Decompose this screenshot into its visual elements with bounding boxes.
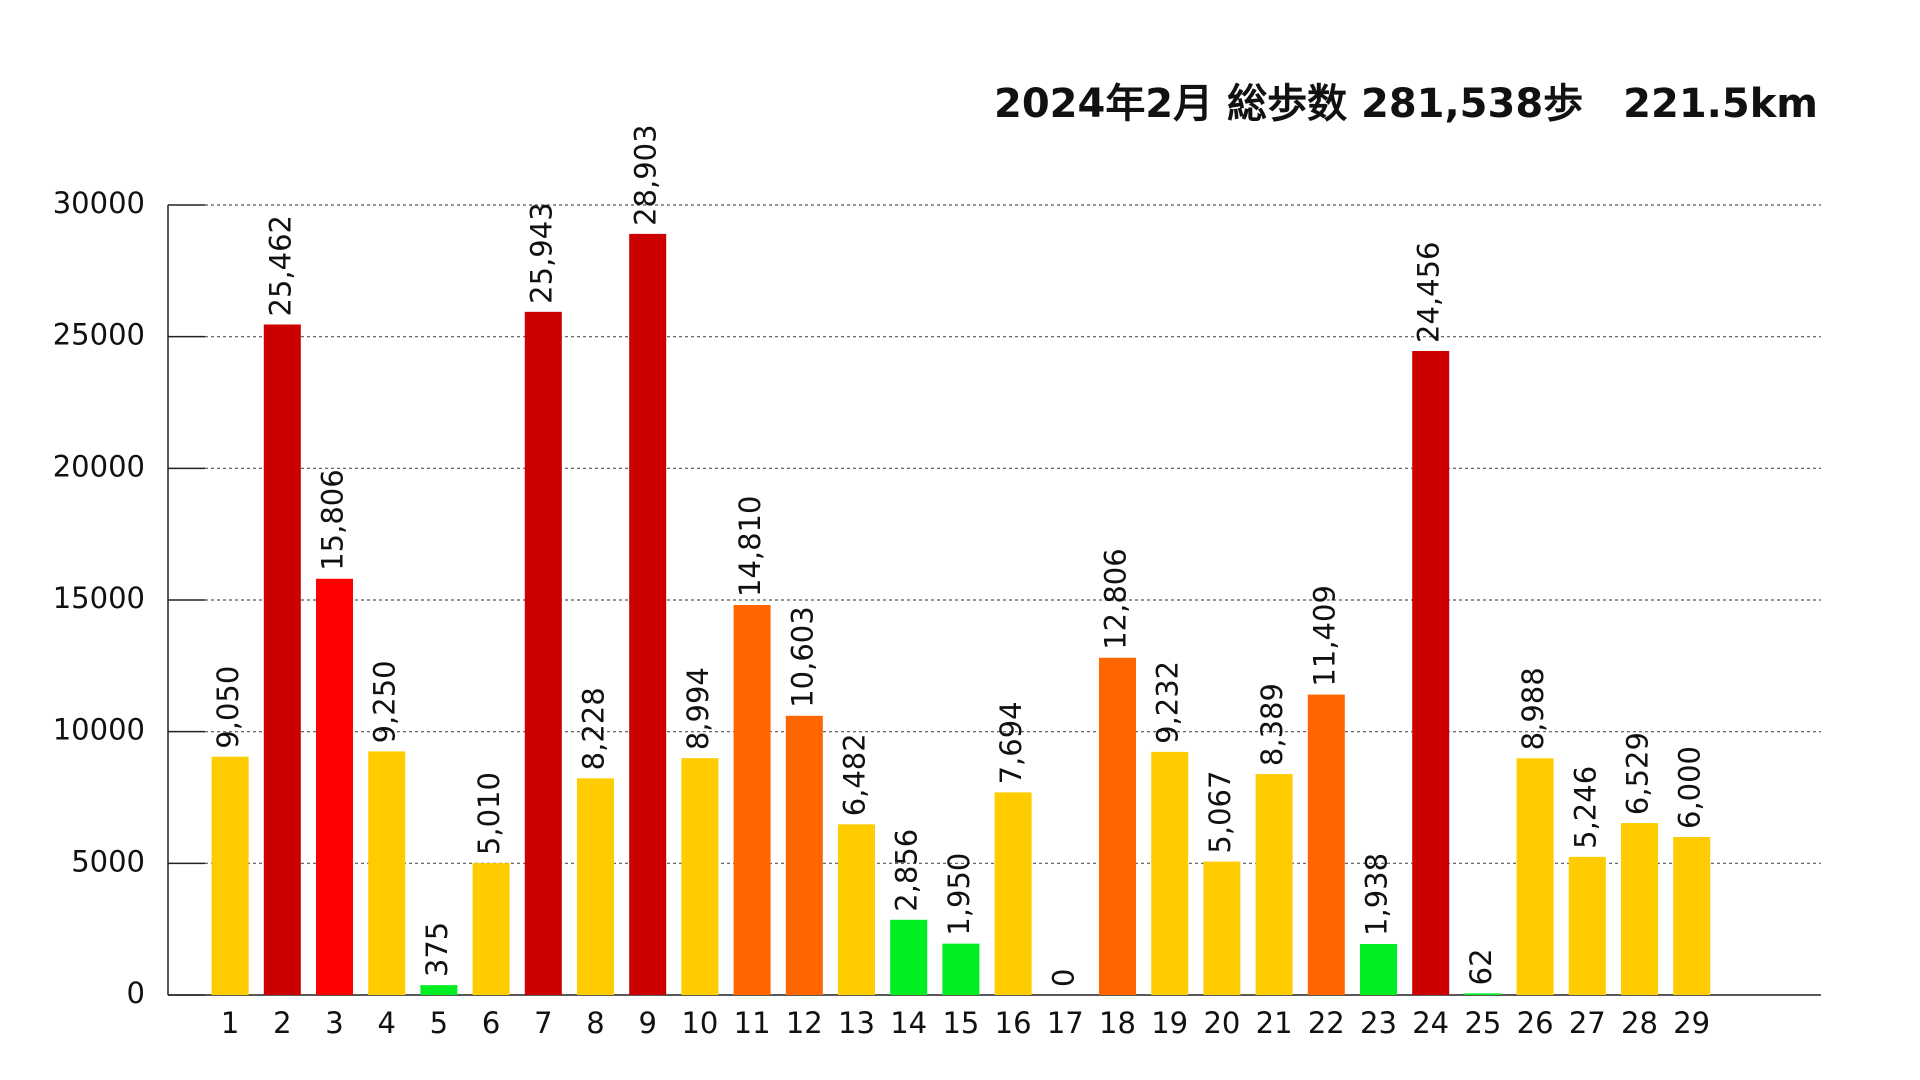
value-label: 1,950 (942, 853, 976, 936)
value-label: 8,228 (577, 687, 611, 770)
bar (733, 605, 771, 995)
value-label: 9,232 (1151, 661, 1185, 744)
bar (1673, 837, 1711, 995)
bar (472, 863, 510, 995)
x-tick-label: 6 (482, 1006, 500, 1040)
x-tick-label: 4 (377, 1006, 395, 1040)
x-tick-label: 8 (586, 1006, 604, 1040)
bar (890, 919, 928, 995)
x-tick-label: 11 (734, 1006, 771, 1040)
bar (316, 578, 353, 995)
x-tick-label: 23 (1360, 1006, 1397, 1040)
bar (420, 985, 458, 995)
value-label: 8,994 (681, 667, 715, 750)
value-label: 6,529 (1621, 732, 1655, 815)
value-label: 24,456 (1412, 242, 1446, 343)
bar (1307, 694, 1345, 995)
chart-title: 2024年2月 総歩数 281,538歩 221.5km (994, 81, 1818, 127)
bar (1621, 823, 1658, 995)
value-label: 8,389 (1255, 683, 1289, 766)
x-tick-label: 12 (786, 1006, 823, 1040)
value-label: 5,067 (1203, 771, 1237, 854)
value-label: 0 (1046, 969, 1080, 987)
x-tick-label: 9 (638, 1006, 656, 1040)
bar (994, 792, 1032, 995)
value-label: 12,806 (1099, 548, 1133, 649)
value-label: 62 (1464, 948, 1498, 985)
value-label: 11,409 (1307, 585, 1341, 686)
x-tick-label: 1 (221, 1006, 239, 1040)
value-label: 25,943 (524, 202, 558, 303)
bar (942, 943, 980, 995)
value-label: 28,903 (629, 124, 663, 225)
value-label: 9,050 (211, 666, 245, 749)
value-label: 9,250 (368, 660, 402, 743)
x-tick-label: 27 (1569, 1006, 1606, 1040)
value-label: 1,938 (1360, 853, 1394, 936)
x-tick-label: 20 (1203, 1006, 1240, 1040)
bar (1151, 751, 1189, 995)
x-tick-label: 10 (681, 1006, 718, 1040)
x-tick-label: 5 (430, 1006, 448, 1040)
value-label: 6,000 (1673, 746, 1707, 829)
x-tick-label: 19 (1151, 1006, 1188, 1040)
value-label: 15,806 (316, 469, 350, 570)
bar (211, 756, 249, 995)
x-tick-label: 29 (1673, 1006, 1710, 1040)
bar (1412, 350, 1450, 995)
value-label: 6,482 (838, 733, 872, 816)
x-tick-label: 26 (1517, 1006, 1554, 1040)
bar (524, 311, 562, 995)
value-label: 7,694 (994, 701, 1028, 784)
value-label: 14,810 (733, 496, 767, 597)
x-tick-label: 2 (273, 1006, 291, 1040)
y-tick-label: 20000 (53, 449, 145, 483)
x-tick-label: 14 (890, 1006, 927, 1040)
value-label: 5,010 (472, 772, 506, 855)
bar (577, 778, 614, 995)
bar (368, 751, 406, 995)
x-tick-label: 22 (1308, 1006, 1345, 1040)
bar (681, 758, 719, 995)
bar (263, 324, 301, 995)
y-tick-label: 0 (127, 976, 145, 1010)
bar (1255, 774, 1293, 995)
value-label: 375 (420, 922, 454, 977)
value-label: 8,988 (1516, 667, 1550, 750)
y-tick-label: 15000 (53, 581, 145, 615)
bar (1099, 657, 1136, 995)
value-label: 2,856 (890, 829, 924, 912)
y-tick-label: 30000 (53, 186, 145, 220)
x-tick-label: 15 (942, 1006, 979, 1040)
y-tick-label: 10000 (53, 713, 145, 747)
x-tick-label: 7 (534, 1006, 552, 1040)
value-label: 10,603 (785, 606, 819, 707)
x-tick-label: 16 (995, 1006, 1032, 1040)
x-tick-label: 13 (838, 1006, 875, 1040)
bar (785, 715, 823, 995)
bar (1464, 993, 1502, 995)
x-tick-label: 25 (1464, 1006, 1501, 1040)
x-tick-label: 17 (1047, 1006, 1084, 1040)
bar (629, 233, 667, 995)
bar (1568, 856, 1606, 995)
value-label: 25,462 (263, 215, 297, 316)
bar (1203, 861, 1241, 995)
bar (1516, 758, 1554, 995)
value-label: 5,246 (1568, 766, 1602, 849)
bar (1360, 943, 1397, 995)
x-tick-label: 21 (1256, 1006, 1293, 1040)
x-tick-label: 3 (325, 1006, 343, 1040)
x-tick-label: 18 (1099, 1006, 1136, 1040)
x-tick-label: 24 (1412, 1006, 1449, 1040)
y-tick-label: 5000 (71, 844, 145, 878)
x-tick-label: 28 (1621, 1006, 1658, 1040)
y-tick-label: 25000 (53, 318, 145, 352)
bar (838, 824, 875, 995)
